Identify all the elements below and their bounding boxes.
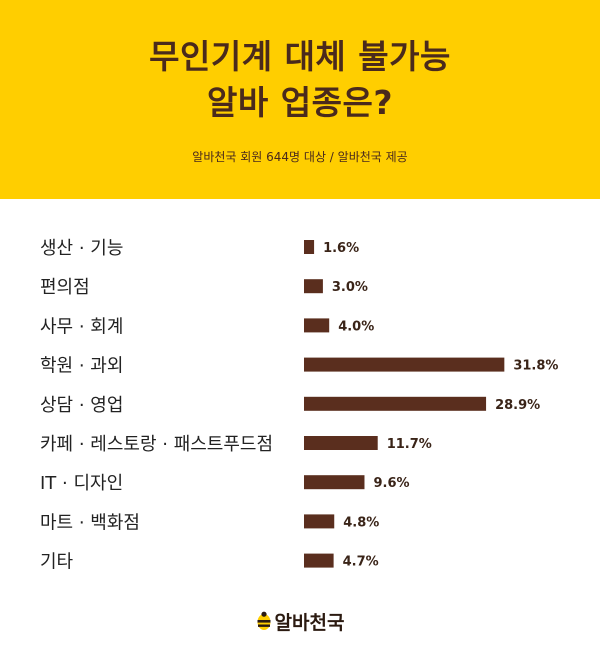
value-label: 4.7% [343,555,379,570]
header-banner: 무인기계 대체 불가능 알바 업종은? 알바천국 회원 644명 대상 / 알바… [0,0,600,199]
bar [304,475,365,490]
bar [304,279,323,294]
category-label: 학원 · 과외 [40,356,123,377]
value-label: 4.8% [343,515,379,530]
category-label: 생산 · 기능 [40,238,123,259]
bee-icon [257,611,271,630]
category-label: 기타 [40,552,74,573]
page-title-line1: 무인기계 대체 불가능 [149,37,451,76]
value-label: 3.0% [332,280,368,295]
bar [304,436,378,450]
bar [304,514,335,529]
value-label: 9.6% [373,476,409,491]
brand-logo: 알바천국 [0,606,600,636]
category-label: IT · 디자인 [40,473,123,494]
category-label: 카페 · 레스토랑 · 패스트푸드점 [40,434,273,455]
bar [304,240,315,254]
value-label: 1.6% [323,241,359,256]
category-label: 상담 · 영업 [40,395,123,416]
bar [304,318,330,333]
brand-logo-text: 알바천국 [274,611,345,634]
category-label: 사무 · 회계 [40,316,123,337]
value-label: 11.7% [387,437,432,452]
page-title-line2: 알바 업종은? [207,83,393,122]
page-subtitle: 알바천국 회원 644명 대상 / 알바천국 제공 [192,150,408,164]
bar [304,357,505,372]
bar [304,396,487,411]
value-label: 28.9% [495,398,540,413]
bar-chart: 생산 · 기능 1.6% 편의점 3.0% 사무 · 회계 4.0% 학원 · 과외 31.8… [0,225,600,595]
value-label: 4.0% [338,319,374,334]
category-label: 마트 · 백화점 [40,512,140,533]
bar [304,553,334,568]
value-label: 31.8% [513,359,558,374]
bar-chart-svg: 생산 · 기능 1.6% 편의점 3.0% 사무 · 회계 4.0% 학원 · 과외 31.8… [40,238,558,573]
category-label: 편의점 [40,277,90,298]
